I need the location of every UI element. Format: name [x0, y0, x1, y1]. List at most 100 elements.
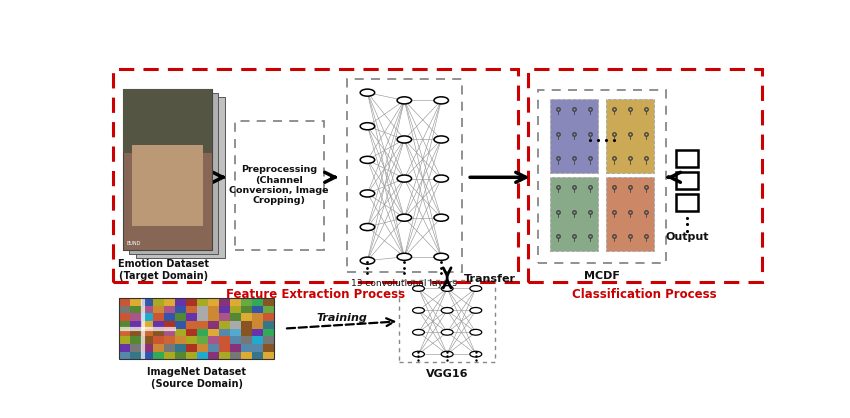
Bar [122, 89, 212, 250]
Text: Output: Output [666, 232, 709, 242]
Bar [164, 313, 175, 321]
Bar [241, 344, 252, 352]
Bar [219, 336, 230, 344]
Bar [197, 329, 208, 336]
Circle shape [360, 123, 375, 130]
Bar [252, 329, 264, 336]
Bar [186, 329, 197, 336]
Bar [132, 145, 203, 226]
Circle shape [412, 351, 424, 357]
Bar [197, 321, 208, 329]
Bar [264, 344, 275, 352]
Bar [197, 306, 208, 313]
Bar [241, 313, 252, 321]
Bar [175, 344, 186, 352]
Bar [153, 306, 164, 313]
Bar [208, 321, 219, 329]
Bar [264, 336, 275, 344]
Bar [208, 336, 219, 344]
Bar [175, 321, 186, 329]
Circle shape [412, 329, 424, 335]
Bar [153, 313, 164, 321]
Bar [186, 336, 197, 344]
Bar [119, 313, 131, 321]
Bar [230, 306, 241, 313]
Bar [241, 298, 252, 306]
Bar [164, 336, 175, 344]
Circle shape [360, 190, 375, 197]
Bar [230, 344, 241, 352]
Bar [197, 298, 208, 306]
Bar [252, 313, 264, 321]
Bar [208, 352, 219, 359]
Bar [142, 344, 153, 352]
Bar [550, 177, 598, 251]
Bar [197, 313, 208, 321]
Bar [230, 329, 241, 336]
Bar [208, 298, 219, 306]
Bar [230, 298, 241, 306]
Bar [197, 336, 208, 344]
Bar [175, 298, 186, 306]
Bar [164, 298, 175, 306]
Text: Classification Process: Classification Process [572, 288, 717, 301]
Bar [136, 97, 224, 258]
Bar [119, 352, 131, 359]
Bar [153, 321, 164, 329]
Bar [186, 306, 197, 313]
Bar [186, 352, 197, 359]
Bar [131, 306, 142, 313]
Bar [230, 321, 241, 329]
Bar [252, 352, 264, 359]
Bar [264, 321, 275, 329]
Bar [153, 344, 164, 352]
Bar [606, 177, 654, 251]
Text: VGG16: VGG16 [426, 370, 468, 380]
Bar [252, 344, 264, 352]
Bar [164, 306, 175, 313]
Bar [175, 306, 186, 313]
Bar [119, 344, 131, 352]
Bar [175, 352, 186, 359]
Bar [208, 306, 219, 313]
Bar [219, 344, 230, 352]
Bar [186, 321, 197, 329]
Bar [142, 329, 153, 336]
Bar [264, 352, 275, 359]
Bar [175, 329, 186, 336]
Bar [219, 352, 230, 359]
Bar [264, 313, 275, 321]
Circle shape [434, 136, 449, 143]
Circle shape [397, 136, 411, 143]
Bar [252, 298, 264, 306]
Bar [677, 194, 698, 211]
Bar [119, 306, 131, 313]
Bar [197, 352, 208, 359]
Circle shape [397, 175, 411, 182]
Text: Preprocessing
(Channel
Conversion, Image
Cropping): Preprocessing (Channel Conversion, Image… [230, 165, 329, 205]
Bar [153, 298, 164, 306]
Bar [219, 313, 230, 321]
Bar [122, 89, 212, 250]
Bar [131, 329, 142, 336]
Bar [264, 306, 275, 313]
Bar [208, 344, 219, 352]
Bar [153, 352, 164, 359]
Bar [142, 352, 153, 359]
Bar [131, 336, 142, 344]
Circle shape [434, 175, 449, 182]
Bar [119, 329, 131, 336]
Circle shape [397, 253, 411, 260]
Bar [122, 89, 212, 153]
Circle shape [441, 329, 453, 335]
Circle shape [470, 285, 482, 291]
Bar [119, 321, 131, 329]
Text: 13 convolutional layers: 13 convolutional layers [351, 279, 457, 288]
Bar [153, 329, 164, 336]
Bar [142, 336, 153, 344]
Circle shape [360, 89, 375, 96]
Bar [241, 329, 252, 336]
Circle shape [441, 308, 453, 313]
Bar [219, 306, 230, 313]
Bar [131, 298, 142, 306]
